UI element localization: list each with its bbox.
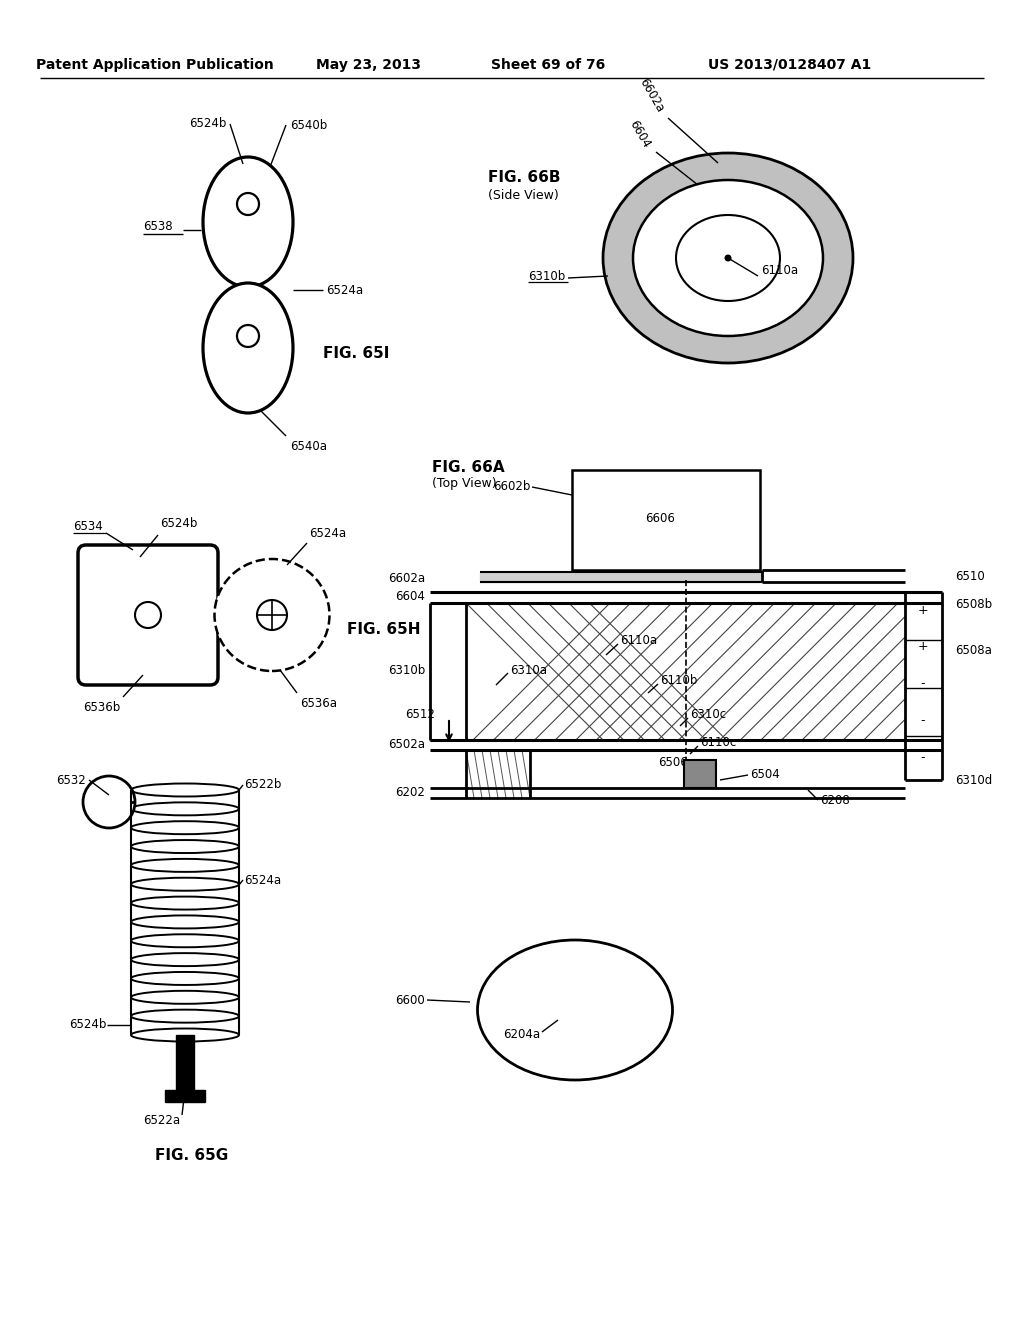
- Text: FIG. 66A: FIG. 66A: [432, 459, 505, 474]
- Bar: [176, 1035, 194, 1090]
- Ellipse shape: [131, 972, 239, 985]
- Text: 6602a: 6602a: [636, 77, 666, 115]
- Ellipse shape: [131, 840, 239, 853]
- Ellipse shape: [131, 916, 239, 928]
- Text: 6310a: 6310a: [510, 664, 547, 676]
- Circle shape: [725, 255, 731, 261]
- Text: 6208: 6208: [820, 793, 850, 807]
- Bar: [131, 789, 239, 1035]
- Text: 6508a: 6508a: [955, 644, 992, 656]
- Bar: [684, 760, 716, 788]
- Text: 6524b: 6524b: [188, 117, 226, 129]
- Text: 6110a: 6110a: [761, 264, 798, 277]
- Text: 6310d: 6310d: [955, 774, 992, 787]
- Text: 6506: 6506: [658, 755, 688, 768]
- Polygon shape: [466, 603, 905, 741]
- Text: 6202: 6202: [395, 787, 425, 800]
- Polygon shape: [466, 750, 530, 799]
- Text: 6110c: 6110c: [700, 735, 736, 748]
- FancyBboxPatch shape: [78, 545, 218, 685]
- Text: Sheet 69 of 76: Sheet 69 of 76: [490, 58, 605, 73]
- Text: FIG. 66B: FIG. 66B: [488, 170, 560, 186]
- Ellipse shape: [214, 558, 330, 671]
- Ellipse shape: [203, 282, 293, 413]
- Text: 6512: 6512: [406, 709, 435, 722]
- Text: 6110b: 6110b: [660, 673, 697, 686]
- Text: May 23, 2013: May 23, 2013: [315, 58, 421, 73]
- Ellipse shape: [131, 896, 239, 909]
- Text: 6524a: 6524a: [326, 284, 364, 297]
- Text: 6524b: 6524b: [69, 1019, 106, 1031]
- Text: 6606: 6606: [645, 511, 675, 524]
- Polygon shape: [480, 572, 762, 582]
- Text: +: +: [918, 603, 929, 616]
- Text: FIG. 65G: FIG. 65G: [155, 1147, 228, 1163]
- Text: 6510: 6510: [955, 570, 985, 583]
- Text: 6522a: 6522a: [143, 1114, 180, 1126]
- Text: 6536b: 6536b: [83, 701, 120, 714]
- Text: 6540b: 6540b: [290, 119, 328, 132]
- Ellipse shape: [131, 1010, 239, 1023]
- Text: 6110a: 6110a: [620, 634, 657, 647]
- Circle shape: [83, 776, 135, 828]
- Text: Patent Application Publication: Patent Application Publication: [36, 58, 273, 73]
- Text: 6204a: 6204a: [503, 1028, 540, 1041]
- Text: FIG. 65H: FIG. 65H: [347, 623, 421, 638]
- Ellipse shape: [633, 180, 823, 337]
- Text: 6602a: 6602a: [388, 572, 425, 585]
- Text: (Side View): (Side View): [488, 190, 559, 202]
- Text: 6310c: 6310c: [690, 709, 726, 722]
- Text: 6524b: 6524b: [160, 517, 198, 531]
- Text: -: -: [921, 751, 926, 764]
- Ellipse shape: [131, 935, 239, 948]
- Text: 6538: 6538: [143, 220, 173, 234]
- Text: -: -: [921, 677, 926, 690]
- Text: 6532: 6532: [56, 774, 86, 787]
- Text: 6310b: 6310b: [528, 269, 565, 282]
- Text: 6604: 6604: [395, 590, 425, 603]
- Ellipse shape: [131, 953, 239, 966]
- Ellipse shape: [603, 153, 853, 363]
- Text: +: +: [918, 640, 929, 653]
- Text: 6602b: 6602b: [493, 480, 530, 494]
- Ellipse shape: [131, 878, 239, 891]
- Text: 6310b: 6310b: [388, 664, 425, 676]
- Text: US 2013/0128407 A1: US 2013/0128407 A1: [709, 58, 871, 73]
- Bar: [165, 1090, 205, 1102]
- Text: 6540a: 6540a: [290, 440, 327, 453]
- Text: 6524a: 6524a: [309, 527, 346, 540]
- Ellipse shape: [131, 859, 239, 873]
- Ellipse shape: [203, 157, 293, 286]
- Text: 6536a: 6536a: [300, 697, 337, 710]
- Text: 6524a: 6524a: [244, 874, 282, 887]
- Text: 6604: 6604: [627, 117, 653, 150]
- Ellipse shape: [131, 1028, 239, 1041]
- Ellipse shape: [131, 991, 239, 1003]
- Text: 6600: 6600: [395, 994, 425, 1006]
- Ellipse shape: [131, 803, 239, 816]
- Bar: [572, 470, 760, 570]
- Text: FIG. 65I: FIG. 65I: [323, 346, 389, 360]
- Text: 6504: 6504: [750, 768, 779, 781]
- Text: 6502a: 6502a: [388, 738, 425, 751]
- Text: 6508b: 6508b: [955, 598, 992, 611]
- Text: -: -: [921, 714, 926, 727]
- Ellipse shape: [131, 821, 239, 834]
- Text: 6534: 6534: [73, 520, 102, 533]
- Text: (Top View): (Top View): [432, 477, 497, 490]
- Ellipse shape: [131, 784, 239, 796]
- Text: 6522b: 6522b: [244, 779, 282, 792]
